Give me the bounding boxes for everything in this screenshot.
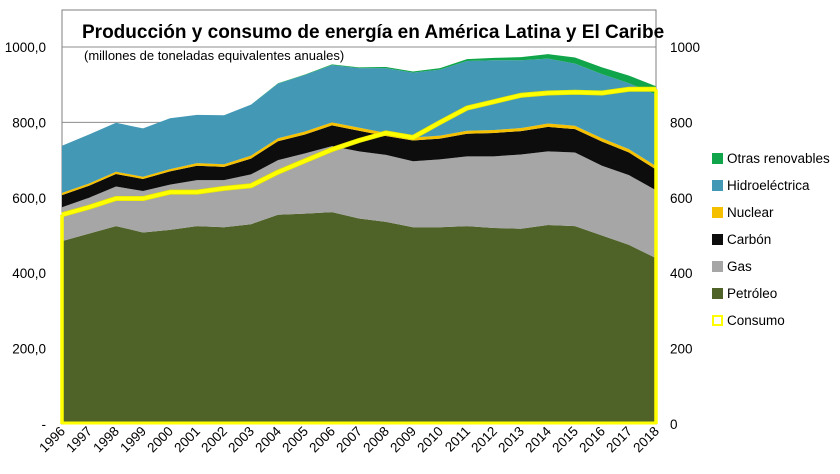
x-tick-label: 2004	[252, 423, 284, 455]
legend-label: Gas	[727, 259, 752, 274]
chart-legend: Otras renovables Hidroeléctrica Nuclear Car…	[712, 145, 830, 334]
x-tick-label: 2016	[576, 424, 608, 456]
consumption-line	[60, 86, 658, 425]
x-tick-label: 2008	[360, 424, 392, 456]
x-tick-label: 2001	[171, 424, 203, 456]
legend-item-carbon: Carbón	[712, 226, 830, 253]
y-right-tick-label: 800	[670, 115, 693, 130]
x-tick-label: 2013	[495, 424, 527, 456]
area-gas	[62, 146, 656, 259]
chart-title: Producción y consumo de energía en Améri…	[82, 22, 665, 43]
y-right-tick-label: 200	[670, 342, 693, 357]
legend-swatch	[712, 315, 723, 326]
stacked-areas	[62, 54, 656, 424]
x-tick-label: 2017	[603, 424, 635, 456]
x-tick-label: 2000	[144, 424, 176, 456]
legend-swatch	[712, 207, 723, 218]
y-left-tick-label: 1000,0	[5, 40, 46, 55]
legend-swatch	[712, 153, 723, 164]
legend-label: Petróleo	[727, 286, 778, 301]
legend-label: Otras renovables	[727, 151, 830, 166]
legend-swatch	[712, 234, 723, 245]
legend-swatch	[712, 261, 723, 272]
legend-item-nuclear: Nuclear	[712, 199, 830, 226]
legend-item-hidroelectrica: Hidroeléctrica	[712, 172, 830, 199]
legend-item-otras-renovables: Otras renovables	[712, 145, 830, 172]
x-tick-label: 2009	[387, 424, 419, 456]
consumo-line	[61, 87, 656, 217]
x-tick-label: 2014	[522, 423, 554, 455]
x-tick-label: 2003	[225, 424, 257, 456]
x-tick-label: 2005	[279, 424, 311, 456]
x-tick-label: 2006	[306, 424, 338, 456]
legend-label: Hidroeléctrica	[727, 178, 810, 193]
legend-label: Nuclear	[727, 205, 774, 220]
legend-item-gas: Gas	[712, 253, 830, 280]
legend-item-consumo: Consumo	[712, 307, 830, 334]
y-left-tick-label: 400,0	[12, 266, 46, 281]
legend-swatch	[712, 288, 723, 299]
x-tick-label: 1999	[117, 424, 149, 456]
x-tick-label: 2010	[414, 424, 446, 456]
y-left-tick-label: 200,0	[12, 342, 46, 357]
x-tick-label: 2012	[468, 424, 500, 456]
x-tick-label: 2002	[198, 424, 230, 456]
x-tick-label: 2015	[549, 424, 581, 456]
legend-swatch	[712, 180, 723, 191]
legend-item-petroleo: Petróleo	[712, 280, 830, 307]
x-tick-label: 2011	[442, 424, 473, 455]
y-right-tick-label: 0	[670, 417, 678, 432]
y-right-tick-label: 400	[670, 266, 693, 281]
x-tick-label: 2007	[333, 424, 365, 456]
y-right-tick-label: 600	[670, 191, 693, 206]
y-left-tick-label: 800,0	[12, 115, 46, 130]
x-tick-label: 1998	[90, 424, 122, 456]
legend-label: Consumo	[727, 313, 785, 328]
y-left-tick-label: -	[42, 417, 47, 432]
area-petroleo	[62, 212, 656, 424]
y-left-tick-label: 600,0	[12, 191, 46, 206]
y-right-tick-label: 1000	[670, 40, 700, 55]
chart-subtitle: (millones de toneladas equivalentes anua…	[84, 48, 345, 63]
area-carbon	[62, 125, 656, 208]
x-tick-label: 2018	[630, 424, 662, 456]
x-tick-label: 1997	[63, 424, 95, 456]
area-hidroelectrica	[62, 58, 656, 193]
legend-label: Carbón	[727, 232, 772, 247]
